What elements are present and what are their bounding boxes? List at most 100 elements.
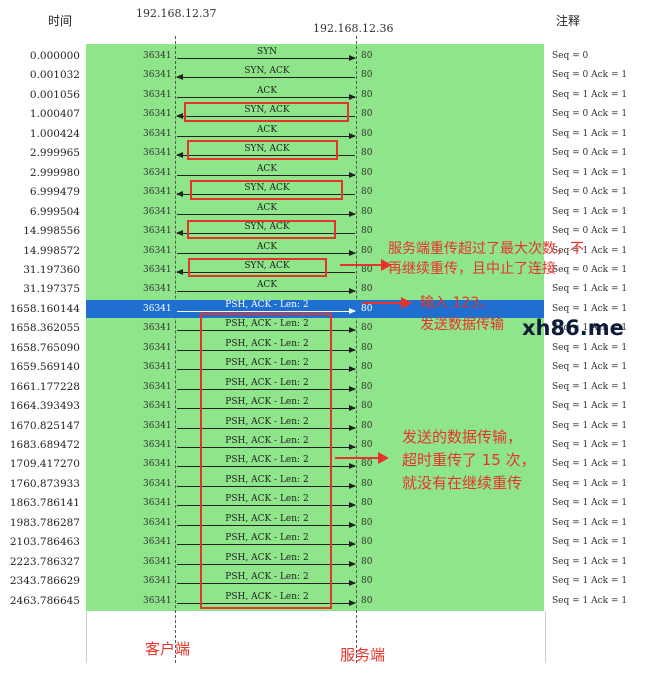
input-note-line1: 输入 123， (420, 295, 494, 311)
row-dst-port: 80 (361, 206, 373, 217)
server-ip-header: 192.168.12.36 (313, 22, 394, 35)
annotation-arrow-3 (335, 452, 389, 464)
row-time: 1670.825147 (9, 419, 80, 432)
row-dst-port: 80 (361, 459, 373, 470)
row-time: 31.197375 (23, 283, 80, 296)
flow-row[interactable]: 6.999504 36341 ACK 80 Seq = 1 Ack = 1 (0, 202, 649, 222)
arrow-left-icon (176, 152, 355, 159)
row-note: Seq = 1 Ack = 1 (552, 245, 628, 256)
row-dst-port: 80 (361, 537, 373, 548)
flow-row[interactable]: 1983.786287 36341 PSH, ACK - Len: 2 80 Seq =… (0, 513, 649, 533)
row-time: 1683.689472 (9, 439, 80, 451)
flow-row[interactable]: 1.000424 36341 ACK 80 Seq = 1 Ack = 1 (0, 124, 649, 144)
row-src-port: 36341 (143, 576, 172, 587)
row-src-port: 36341 (143, 517, 172, 528)
row-src-port: 36341 (143, 498, 172, 509)
note-column-header: 注释 (556, 14, 581, 28)
client-ip-header: 192.168.12.37 (136, 7, 217, 20)
flow-row[interactable]: 1658.362055 36341 PSH, ACK - Len: 2 80 Seq =… (0, 318, 649, 338)
row-src-port: 36341 (143, 128, 172, 139)
flow-row[interactable]: 2.999965 36341 SYN, ACK 80 Seq = 0 Ack = 1 (0, 143, 649, 163)
row-time: 1.000407 (29, 108, 80, 121)
row-time: 2343.786629 (9, 575, 80, 588)
input-note-line2: 发送数据传输 (420, 317, 504, 333)
row-dst-port: 80 (361, 51, 373, 61)
row-time: 14.998556 (23, 225, 80, 238)
row-packet-label: PSH, ACK - Len: 2 (225, 377, 309, 388)
flow-row[interactable]: 1664.393493 36341 PSH, ACK - Len: 2 80 Seq =… (0, 396, 649, 416)
flow-row[interactable]: 2223.786327 36341 PSH, ACK - Len: 2 80 Seq =… (0, 552, 649, 572)
row-note: Seq = 1 Ack = 1 (552, 420, 628, 431)
row-note: Seq = 1 Ack = 1 (552, 342, 628, 353)
row-src-port: 36341 (143, 245, 172, 256)
row-note: Seq = 0 Ack = 1 (552, 109, 628, 120)
row-note: Seq = 1 Ack = 1 (552, 323, 628, 334)
row-note: Seq = 1 Ack = 1 (552, 478, 628, 489)
arrow-right-icon (177, 366, 356, 373)
row-dst-port: 80 (361, 381, 373, 392)
row-time: 2223.786327 (9, 555, 80, 568)
flow-row[interactable]: 0.000000 36341 SYN 80 Seq = 0 (0, 46, 649, 66)
row-src-port: 36341 (143, 420, 172, 431)
row-dst-port: 80 (361, 128, 373, 139)
arrow-right-icon (177, 424, 356, 431)
annotation-arrow-1 (340, 259, 392, 271)
row-dst-port: 80 (361, 556, 373, 567)
arrow-right-icon (177, 132, 356, 139)
row-time: 2.999965 (29, 147, 80, 160)
row-packet-label: PSH, ACK - Len: 2 (225, 338, 309, 349)
flow-row[interactable]: 2463.786645 36341 PSH, ACK - Len: 2 80 Seq =… (0, 591, 649, 611)
flow-row[interactable]: 1.000407 36341 SYN, ACK 80 Seq = 0 Ack = 1 (0, 104, 649, 124)
arrow-right-icon (177, 560, 356, 567)
flow-row[interactable]: 1709.417270 36341 PSH, ACK - Len: 2 80 Seq =… (0, 454, 649, 474)
row-dst-port: 80 (361, 478, 373, 489)
flow-row[interactable]: 1659.569140 36341 PSH, ACK - Len: 2 80 Seq =… (0, 357, 649, 377)
flow-row[interactable]: 2343.786629 36341 PSH, ACK - Len: 2 80 Seq =… (0, 571, 649, 591)
row-dst-port: 80 (361, 576, 373, 587)
flow-row[interactable]: 31.197375 36341 ACK 80 Seq = 1 Ack = 1 (0, 279, 649, 299)
arrow-left-icon (176, 74, 355, 81)
row-dst-port: 80 (361, 303, 373, 314)
row-note: Seq = 0 Ack = 1 (552, 187, 628, 198)
row-dst-port: 80 (361, 109, 373, 120)
flow-row[interactable]: 1683.689472 36341 PSH, ACK - Len: 2 80 Seq =… (0, 435, 649, 455)
flow-row[interactable]: 14.998572 36341 ACK 80 Seq = 1 Ack = 1 (0, 241, 649, 261)
data-retrans-note-line3: 就没有在继续重传 (402, 474, 523, 492)
arrow-right-icon (177, 307, 356, 314)
row-src-port: 36341 (143, 342, 172, 353)
server-host-line (356, 36, 357, 663)
row-note: Seq = 1 Ack = 1 (552, 381, 628, 392)
flow-row[interactable]: 2.999980 36341 ACK 80 Seq = 1 Ack = 1 (0, 163, 649, 183)
row-note: Seq = 1 Ack = 1 (552, 517, 628, 528)
flow-row[interactable]: 6.999479 36341 SYN, ACK 80 Seq = 0 Ack = 1 (0, 182, 649, 202)
row-note: Seq = 1 Ack = 1 (552, 556, 628, 567)
row-time: 1863.786141 (9, 497, 80, 510)
flow-row[interactable]: 1661.177228 36341 PSH, ACK - Len: 2 80 Seq =… (0, 377, 649, 397)
flow-row[interactable]: 14.998556 36341 SYN, ACK 80 Seq = 0 Ack = 1 (0, 221, 649, 241)
flow-row[interactable]: 2103.786463 36341 PSH, ACK - Len: 2 80 Seq =… (0, 532, 649, 552)
row-note: Seq = 1 Ack = 1 (552, 498, 628, 509)
row-src-port: 36341 (143, 362, 172, 373)
row-packet-label: ACK (256, 163, 278, 174)
flow-row[interactable]: 0.001032 36341 SYN, ACK 80 Seq = 0 Ack = 1 (0, 65, 649, 85)
flow-row[interactable]: 31.197360 36341 SYN, ACK 80 Seq = 0 Ack = 1 (0, 260, 649, 280)
row-note: Seq = 0 Ack = 1 (552, 148, 628, 159)
arrow-left-icon (176, 113, 355, 120)
client-host-line (175, 36, 176, 663)
row-time: 1760.873933 (9, 477, 80, 490)
row-src-port: 36341 (143, 70, 172, 81)
flow-row[interactable]: 1863.786141 36341 PSH, ACK - Len: 2 80 Seq =… (0, 493, 649, 513)
arrow-left-icon (176, 230, 355, 237)
retrans-box-5 (188, 258, 327, 277)
flow-row[interactable]: 1658.765090 36341 PSH, ACK - Len: 2 80 Seq =… (0, 338, 649, 358)
row-note: Seq = 1 Ack = 1 (552, 362, 628, 373)
arrow-right-icon (177, 502, 356, 509)
row-time: 1658.765090 (9, 341, 80, 354)
flow-row[interactable]: 1670.825147 36341 PSH, ACK - Len: 2 80 Seq =… (0, 416, 649, 436)
flow-row[interactable]: 0.001056 36341 ACK 80 Seq = 1 Ack = 1 (0, 85, 649, 105)
row-packet-label: SYN, ACK (244, 222, 290, 233)
flow-row[interactable]: 1760.873933 36341 PSH, ACK - Len: 2 80 Seq =… (0, 474, 649, 494)
row-dst-port: 80 (361, 517, 373, 528)
arrow-right-icon (177, 580, 356, 587)
arrow-right-icon (177, 327, 356, 334)
